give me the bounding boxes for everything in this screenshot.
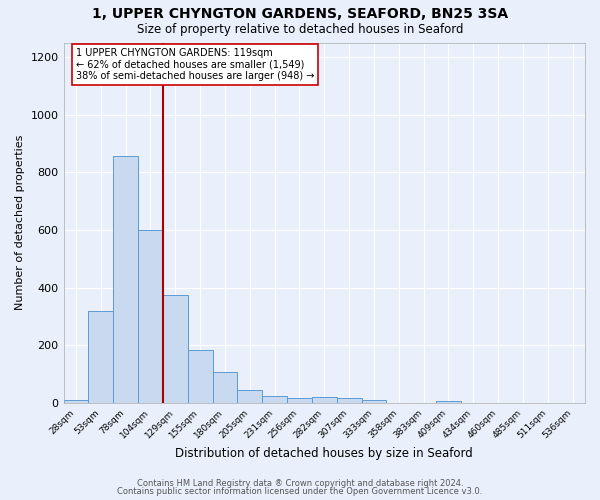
Bar	[262, 396, 287, 403]
Bar	[212, 372, 238, 403]
Bar	[312, 397, 337, 403]
Bar	[163, 295, 188, 403]
Bar	[188, 350, 212, 403]
Bar	[287, 398, 312, 403]
Bar	[238, 390, 262, 403]
Bar	[88, 311, 113, 403]
Text: 1 UPPER CHYNGTON GARDENS: 119sqm
← 62% of detached houses are smaller (1,549)
38: 1 UPPER CHYNGTON GARDENS: 119sqm ← 62% o…	[76, 48, 314, 82]
Bar	[362, 400, 386, 403]
Bar	[64, 400, 88, 403]
Text: Contains public sector information licensed under the Open Government Licence v3: Contains public sector information licen…	[118, 487, 482, 496]
X-axis label: Distribution of detached houses by size in Seaford: Distribution of detached houses by size …	[175, 447, 473, 460]
Y-axis label: Number of detached properties: Number of detached properties	[15, 135, 25, 310]
Text: 1, UPPER CHYNGTON GARDENS, SEAFORD, BN25 3SA: 1, UPPER CHYNGTON GARDENS, SEAFORD, BN25…	[92, 8, 508, 22]
Bar	[436, 401, 461, 403]
Text: Size of property relative to detached houses in Seaford: Size of property relative to detached ho…	[137, 22, 463, 36]
Bar	[337, 398, 362, 403]
Bar	[138, 230, 163, 403]
Bar	[113, 156, 138, 403]
Text: Contains HM Land Registry data ® Crown copyright and database right 2024.: Contains HM Land Registry data ® Crown c…	[137, 478, 463, 488]
